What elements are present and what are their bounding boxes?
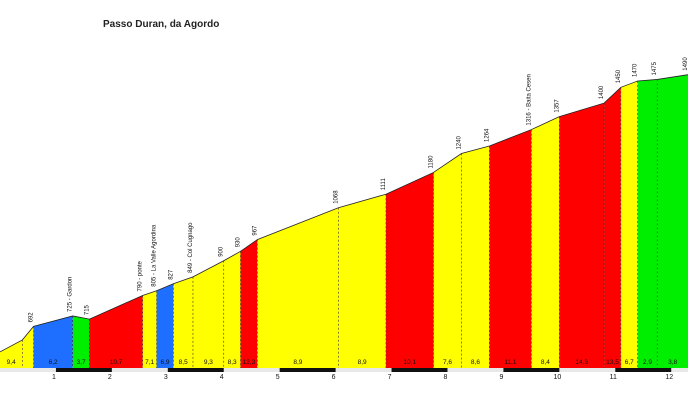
- altitude-label-16: 1316 - Baita Cesen: [526, 74, 532, 125]
- gradient-label-19: 14,3: [575, 359, 588, 366]
- gradient-label-18: 8,4: [541, 359, 550, 366]
- altitude-label-9: 930: [236, 237, 242, 248]
- profile-segment-11: [240, 239, 258, 368]
- profile-segment-1: [0, 339, 23, 368]
- altitude-label-12: 1111: [381, 178, 387, 191]
- chart-title: Passo Duran, da Agordo: [103, 19, 219, 30]
- profile-segment-20: [604, 87, 621, 369]
- altitude-label-6: 827: [168, 269, 174, 280]
- gradient-label-22: 2,9: [643, 359, 652, 366]
- profile-outline: [0, 74, 688, 353]
- profile-segment-6: [142, 290, 157, 368]
- gradient-label-16: 8,6: [471, 359, 480, 366]
- altitude-label-8: 900: [219, 246, 225, 257]
- profile-segment-7: [156, 283, 174, 368]
- gradient-label-3: 6,2: [49, 359, 58, 366]
- profile-segment-14: [385, 172, 434, 368]
- km-tick-9: 9: [499, 374, 503, 381]
- profile-segment-13: [338, 194, 386, 368]
- gradient-label-8: 8,5: [179, 359, 188, 366]
- profile-segments: [0, 74, 688, 369]
- altitude-label-1: 692: [29, 312, 35, 323]
- gradient-label-4: 3,7: [77, 359, 86, 366]
- gradient-label-7: 6,9: [160, 359, 169, 366]
- gradient-label-11: 12,3: [243, 359, 256, 366]
- altitude-label-3: 715: [84, 304, 90, 315]
- profile-segment-18: [531, 116, 560, 368]
- altitude-label-17: 1357: [554, 99, 560, 113]
- altitude-label-5: 805 - La Valle Agordina: [152, 224, 158, 287]
- km-axis: 1 2 3 4 5 6 7 8 9 10 11 12: [0, 368, 688, 381]
- gradient-labels: 9,4 6,2 3,7 10,7 7,1 6,9 8,5 9,3 8,3 12,3 8,9 8,9 10…: [7, 359, 678, 366]
- km-axis-band-10: [503, 368, 560, 372]
- km-axis-band-4: [167, 368, 224, 372]
- km-tick-11: 11: [610, 374, 617, 381]
- km-tick-6: 6: [332, 374, 336, 381]
- km-axis-band-2: [55, 368, 112, 372]
- km-tick-7: 7: [388, 374, 392, 381]
- altitude-label-2: 725 - Gardon: [68, 277, 74, 312]
- altitude-label-21: 1475: [652, 61, 658, 75]
- altitude-label-7: 849 - Col Cugnago: [188, 222, 194, 273]
- profile-segment-22: [637, 79, 658, 368]
- gradient-label-17: 11,1: [504, 359, 517, 366]
- altitude-label-13: 1180: [428, 155, 434, 169]
- gradient-label-20: 13,5: [606, 359, 619, 366]
- profile-segment-16: [461, 145, 490, 368]
- gradient-label-21: 6,7: [625, 359, 634, 366]
- gradient-label-15: 7,6: [443, 359, 452, 366]
- altitude-label-10: 967: [252, 225, 258, 236]
- km-axis-band-12: [615, 368, 672, 372]
- profile-segment-9: [192, 260, 224, 368]
- km-tick-1: 1: [52, 374, 56, 381]
- altitude-label-18: 1400: [599, 85, 605, 99]
- km-tick-5: 5: [276, 374, 280, 381]
- altitude-label-4: 790 - ponte: [138, 260, 144, 291]
- altitude-label-11: 1068: [333, 190, 339, 204]
- gradient-label-13: 8,9: [358, 359, 367, 366]
- km-tick-12: 12: [665, 374, 673, 381]
- km-tick-2: 2: [108, 374, 112, 381]
- altitude-labels: 692 725 - Gardon 715 790 - ponte 805 - La Va…: [29, 57, 688, 323]
- altitude-label-22: 1490: [683, 57, 688, 71]
- km-axis-band-8: [391, 368, 448, 372]
- km-tick-8: 8: [444, 374, 448, 381]
- gradient-label-6: 7,1: [145, 359, 154, 366]
- profile-segment-8: [173, 276, 193, 368]
- gradient-label-23: 3,8: [668, 359, 677, 366]
- profile-segment-4: [72, 315, 90, 368]
- gradient-label-1: 9,4: [7, 359, 16, 366]
- altitude-label-14: 1240: [456, 136, 462, 150]
- gradient-label-5: 10,7: [110, 359, 123, 366]
- profile-segment-17: [489, 129, 532, 368]
- gradient-label-9: 9,3: [204, 359, 213, 366]
- gradient-label-10: 8,3: [228, 359, 237, 366]
- profile-segment-12: [257, 207, 339, 368]
- km-tick-3: 3: [164, 374, 168, 381]
- km-axis-band-6: [279, 368, 336, 372]
- km-tick-4: 4: [220, 374, 224, 381]
- profile-segment-3: [33, 315, 73, 368]
- profile-segment-21: [620, 81, 638, 368]
- profile-segment-23: [657, 74, 688, 368]
- profile-segment-15: [433, 153, 462, 368]
- altitude-label-19: 1450: [616, 69, 622, 83]
- km-tick-10: 10: [553, 374, 561, 381]
- km-axis-base: [0, 368, 688, 372]
- altitude-label-15: 1264: [484, 128, 490, 142]
- profile-segment-5: [89, 295, 143, 368]
- gradient-label-14: 10,1: [403, 359, 416, 366]
- gradient-label-12: 8,9: [293, 359, 302, 366]
- altitude-label-20: 1470: [633, 63, 639, 77]
- profile-segment-10: [223, 251, 241, 368]
- profile-segment-19: [559, 103, 605, 369]
- profile-line: [0, 74, 688, 353]
